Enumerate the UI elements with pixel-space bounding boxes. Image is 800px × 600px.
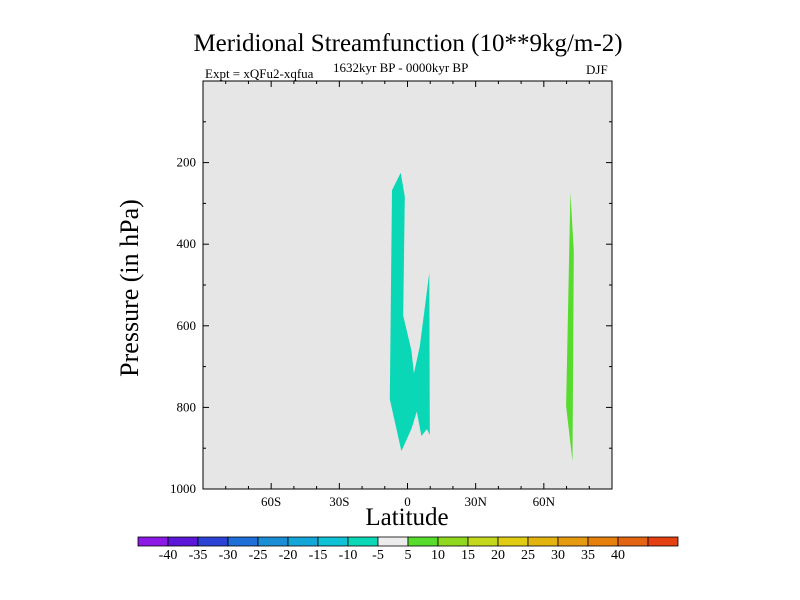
colorbar-swatch: [197, 536, 229, 547]
colorbar-label: 40: [611, 548, 625, 563]
x-tick-label: 60S: [261, 494, 281, 509]
y-tick-label: 1000: [170, 481, 196, 496]
colorbar-swatch: [377, 536, 409, 547]
negative-region-equator: [389, 172, 430, 452]
colorbar-swatch: [497, 536, 529, 547]
colorbar-swatch: [407, 536, 439, 547]
colorbar-swatch: [257, 536, 289, 547]
colorbar: -40 -35 -30 -25 -20 -15 -10 -5 5 10 15 20 25 30 35 40: [137, 536, 679, 563]
chart-title: Meridional Streamfunction (10**9kg/m-2): [193, 30, 623, 57]
colorbar-label: 15: [461, 548, 475, 563]
x-tick-label: 0: [404, 494, 411, 509]
colorbar-label: -40: [159, 548, 178, 563]
colorbar-label: -25: [249, 548, 268, 563]
colorbar-label: -5: [372, 548, 384, 563]
colorbar-swatch: [167, 536, 199, 547]
colorbar-label: -15: [309, 548, 328, 563]
positive-region-70n: [566, 192, 574, 462]
colorbar-swatch: [347, 536, 379, 547]
season-label: DJF: [586, 62, 608, 77]
colorbar-label: 5: [405, 548, 412, 563]
contour-regions: [389, 172, 574, 462]
colorbar-swatch: [587, 536, 619, 547]
colorbar-swatch: [317, 536, 349, 547]
colorbar-label: -30: [219, 548, 238, 563]
x-axis: 60S 30S 0 30N 60N: [261, 81, 556, 509]
colorbar-label: -10: [339, 548, 358, 563]
colorbar-swatch: [647, 536, 679, 547]
y-tick-label: 600: [177, 318, 197, 333]
colorbar-swatch: [527, 536, 559, 547]
colorbar-label: -20: [279, 548, 298, 563]
y-tick-label: 200: [177, 155, 197, 170]
minor-ticks: [203, 81, 612, 489]
colorbar-swatch: [557, 536, 589, 547]
colorbar-swatch: [437, 536, 469, 547]
colorbar-label: 30: [551, 548, 565, 563]
time-range-label: 1632kyr BP - 0000kyr BP: [333, 60, 469, 75]
y-axis: 200 400 600 800 1000: [170, 155, 612, 496]
y-tick-label: 400: [177, 236, 197, 251]
colorbar-swatch: [467, 536, 499, 547]
colorbar-label: 25: [521, 548, 535, 563]
colorbar-label: 20: [491, 548, 505, 563]
x-axis-label: Latitude: [365, 504, 449, 531]
colorbar-label: 10: [431, 548, 445, 563]
colorbar-swatch: [617, 536, 649, 547]
colorbar-label: -35: [189, 548, 208, 563]
colorbar-swatch: [287, 536, 319, 547]
x-tick-label: 60N: [533, 494, 556, 509]
x-tick-label: 30N: [464, 494, 487, 509]
x-tick-label: 30S: [329, 494, 349, 509]
colorbar-swatch: [137, 536, 169, 547]
y-tick-label: 800: [177, 399, 197, 414]
experiment-label: Expt = xQFu2-xqfua: [205, 66, 314, 81]
colorbar-swatch: [227, 536, 259, 547]
colorbar-label: 35: [581, 548, 595, 563]
